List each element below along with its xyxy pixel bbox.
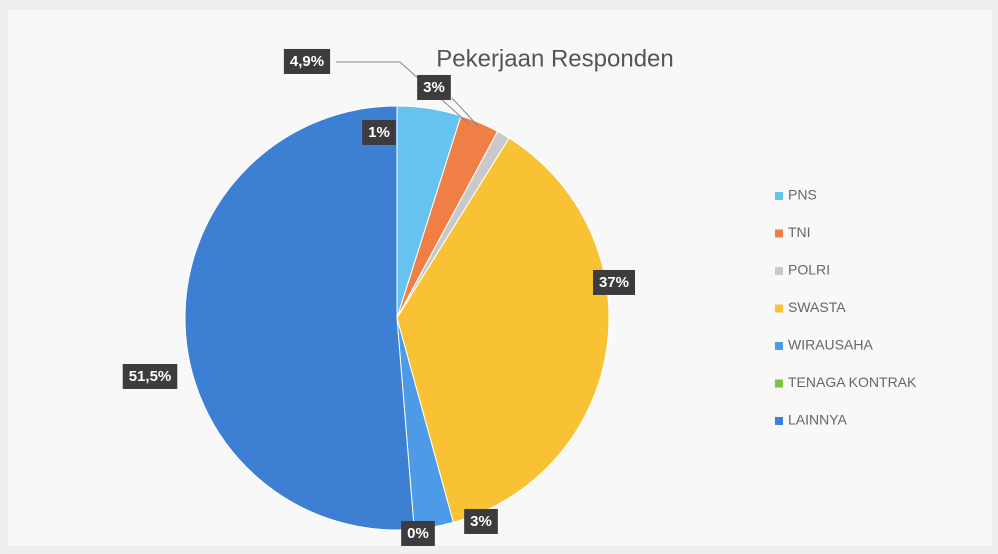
legend-swatch: [775, 417, 783, 425]
chart-title: Pekerjaan Responden: [436, 45, 674, 72]
data-label: 1%: [368, 124, 390, 141]
data-label-box: [362, 119, 396, 145]
legend-swatch: [775, 379, 783, 388]
pie-slice: [396, 137, 610, 523]
legend-label: TNI: [788, 224, 811, 240]
data-label: 0%: [407, 525, 429, 542]
legend-swatch: [775, 342, 783, 350]
data-label-box: [122, 363, 178, 389]
legend-swatch: [775, 229, 783, 238]
legend-label: POLRI: [788, 262, 830, 278]
data-label-box: [592, 269, 636, 295]
data-label: 3%: [470, 513, 492, 530]
data-label-box: [401, 520, 435, 546]
data-label: 37%: [599, 274, 629, 291]
data-label-box: [464, 508, 498, 534]
data-label: 4,9%: [290, 53, 324, 70]
legend-swatch: [775, 304, 783, 313]
data-label: 51,5%: [129, 368, 172, 385]
leader-line: [451, 97, 479, 127]
legend-label: SWASTA: [788, 299, 846, 315]
legend-label: WIRAUSAHA: [788, 337, 873, 353]
legend-label: TENAGA KONTRAK: [788, 374, 917, 390]
legend-swatch: [775, 267, 783, 275]
pie-slice: [184, 105, 415, 531]
leader-line: [336, 61, 471, 126]
legend-swatch: [775, 192, 783, 200]
data-label-box: [417, 74, 451, 100]
data-label: 3%: [423, 79, 445, 96]
legend-label: LAINNYA: [788, 412, 848, 428]
data-label-box: [283, 48, 331, 74]
legend-label: PNS: [788, 187, 817, 203]
